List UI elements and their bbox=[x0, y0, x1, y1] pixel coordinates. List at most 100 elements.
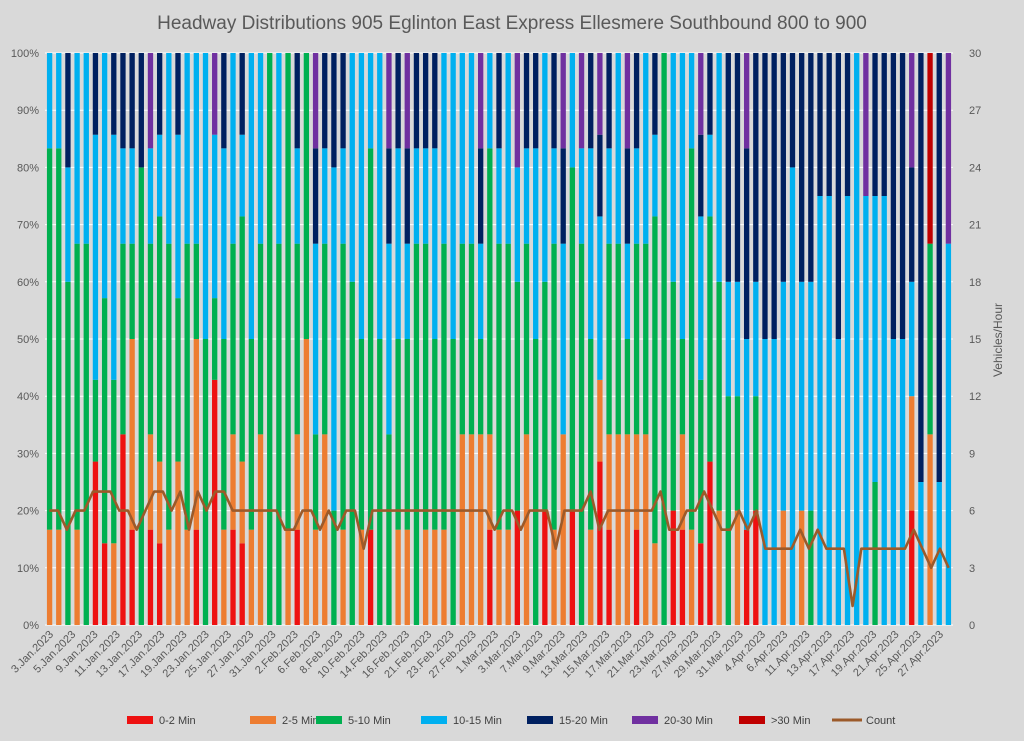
left-tick-label: 50% bbox=[17, 334, 39, 346]
bar bbox=[202, 53, 209, 625]
bar-segment-seg-20-30 bbox=[147, 53, 154, 149]
bar-segment-seg-10-15 bbox=[725, 281, 731, 397]
right-tick-label: 9 bbox=[969, 448, 975, 460]
bar-segment-seg-15-20 bbox=[138, 53, 144, 168]
bar-segment-seg-15-20 bbox=[725, 53, 731, 282]
bar-segment-seg-15-20 bbox=[496, 53, 502, 149]
bar bbox=[560, 53, 566, 625]
bar bbox=[542, 53, 548, 625]
bar-segment-seg-2-5 bbox=[716, 510, 722, 625]
bar-segment-seg-over-30 bbox=[927, 53, 933, 244]
bar-segment-seg-15-20 bbox=[386, 148, 392, 244]
legend-swatch bbox=[739, 716, 765, 724]
left-tick-label: 100% bbox=[11, 48, 39, 60]
bar-segment-seg-2-5 bbox=[505, 529, 511, 625]
bar bbox=[734, 53, 741, 625]
bar-segment-seg-10-15 bbox=[450, 53, 456, 339]
bar-segment-seg-20-30 bbox=[624, 53, 631, 149]
bar-segment-seg-10-15 bbox=[551, 148, 557, 244]
bar-segment-seg-15-20 bbox=[808, 53, 814, 282]
left-tick-label: 10% bbox=[17, 563, 39, 575]
bar bbox=[294, 53, 300, 625]
bar-segment-seg-15-20 bbox=[312, 148, 319, 244]
bar-segment-seg-5-10 bbox=[478, 339, 484, 435]
bar bbox=[633, 53, 640, 625]
bar bbox=[606, 53, 612, 625]
bar-segment-seg-2-5 bbox=[734, 510, 741, 625]
bar-segment-seg-20-30 bbox=[698, 53, 704, 135]
left-tick-label: 70% bbox=[17, 220, 39, 232]
bar-segment-seg-2-5 bbox=[560, 434, 566, 625]
bar-segment-seg-5-10 bbox=[441, 243, 447, 530]
bar-segment-seg-15-20 bbox=[404, 148, 410, 244]
bar-segment-seg-10-15 bbox=[505, 53, 511, 244]
bar-segment-seg-0-2 bbox=[230, 529, 236, 625]
bar-segment-seg-0-2 bbox=[633, 529, 640, 625]
bar-segment-seg-10-15 bbox=[432, 148, 438, 339]
bar-segment-seg-5-10 bbox=[578, 243, 585, 626]
bar-segment-seg-10-15 bbox=[863, 196, 869, 625]
count-line bbox=[49, 490, 950, 608]
legend-label: 20-30 Min bbox=[664, 715, 713, 727]
bar-segment-seg-10-15 bbox=[92, 134, 99, 380]
bar-segment-seg-10-15 bbox=[523, 148, 530, 244]
bar bbox=[340, 53, 346, 625]
bar-segment-seg-15-20 bbox=[826, 53, 832, 196]
bar-segment-seg-10-15 bbox=[239, 134, 245, 217]
bar-segment-seg-15-20 bbox=[835, 53, 842, 339]
bar-segment-seg-2-5 bbox=[523, 434, 530, 625]
legend-label: 2-5 Min bbox=[282, 715, 319, 727]
bar-segment-seg-0-2 bbox=[367, 529, 374, 625]
bar-segment-seg-10-15 bbox=[156, 134, 163, 217]
bar-segment-seg-10-15 bbox=[844, 196, 851, 625]
bar bbox=[56, 53, 62, 625]
bar-segment-seg-5-10 bbox=[193, 243, 199, 339]
bar-segment-seg-5-10 bbox=[487, 148, 493, 435]
bar-segment-seg-15-20 bbox=[239, 53, 245, 135]
bar-segment-seg-2-5 bbox=[74, 529, 80, 625]
bar bbox=[670, 53, 676, 625]
bar-segment-seg-10-15 bbox=[65, 167, 71, 282]
bar-segment-seg-2-5 bbox=[643, 434, 649, 625]
legend-label: 5-10 Min bbox=[348, 715, 391, 727]
bar bbox=[257, 53, 264, 625]
right-tick-label: 30 bbox=[969, 48, 981, 60]
bar-segment-seg-5-10 bbox=[248, 339, 255, 530]
bar-segment-seg-10-15 bbox=[624, 243, 631, 339]
bar-segment-seg-0-2 bbox=[569, 510, 576, 625]
bar-segment-seg-10-15 bbox=[817, 196, 823, 625]
right-axis-ticks: 0 3 6 9 12 15 18 21 24 27 30 bbox=[969, 48, 981, 632]
bar-segment-seg-5-10 bbox=[588, 339, 594, 530]
bar-segment-seg-5-10 bbox=[285, 53, 291, 530]
bar-segment-seg-10-15 bbox=[780, 281, 786, 511]
bar bbox=[175, 53, 181, 625]
bar-segment-seg-0-2 bbox=[239, 543, 245, 625]
bar bbox=[881, 53, 887, 625]
bar-segment-seg-0-2 bbox=[679, 529, 686, 625]
bar-segment-seg-10-15 bbox=[358, 53, 365, 339]
bar-segment-seg-5-10 bbox=[83, 243, 89, 626]
bar bbox=[588, 53, 594, 625]
bar-segment-seg-0-2 bbox=[753, 510, 759, 625]
bar bbox=[276, 53, 282, 626]
legend-item: Count bbox=[832, 715, 895, 727]
bar-segment-seg-10-15 bbox=[193, 53, 199, 244]
legend-swatch bbox=[316, 716, 342, 724]
bar bbox=[652, 53, 658, 625]
left-tick-label: 0% bbox=[23, 620, 39, 632]
bar-segment-seg-2-5 bbox=[615, 434, 621, 625]
bar bbox=[661, 53, 667, 625]
bar-segment-seg-10-15 bbox=[808, 281, 814, 511]
bar bbox=[945, 53, 952, 626]
bar bbox=[212, 53, 218, 625]
bar-segment-seg-5-10 bbox=[670, 281, 676, 511]
bar bbox=[92, 53, 99, 625]
bar bbox=[267, 53, 273, 625]
bar bbox=[395, 53, 401, 625]
bar-segment-seg-15-20 bbox=[588, 53, 594, 149]
bar-segment-seg-15-20 bbox=[872, 53, 878, 196]
bar-segment-seg-0-2 bbox=[156, 543, 163, 625]
bar-segment-seg-5-10 bbox=[156, 216, 163, 462]
bar bbox=[854, 53, 860, 625]
legend-label: Count bbox=[866, 715, 895, 727]
